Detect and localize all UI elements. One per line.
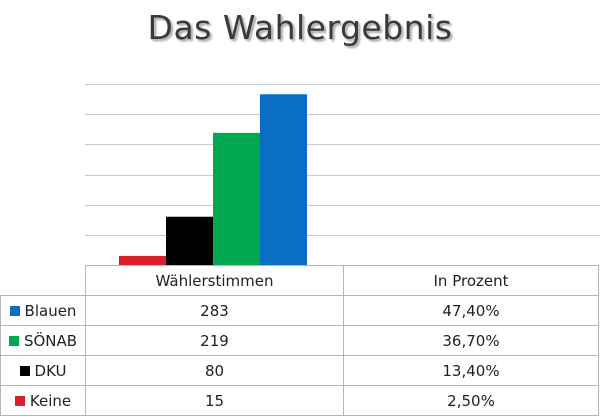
table-row: DKU 80 13,40%	[0, 355, 599, 386]
legend-swatch-dku	[19, 365, 30, 376]
table-row: SÖNAB 219 36,70%	[0, 325, 599, 356]
legend-swatch-blauen	[9, 305, 20, 316]
table-row: Keine 15 2,50%	[0, 385, 599, 416]
row-label: SÖNAB	[0, 325, 86, 356]
bar-keine	[119, 255, 166, 265]
bar-dku	[166, 216, 213, 265]
votes-cell: 15	[85, 385, 344, 416]
party-name: SÖNAB	[23, 331, 78, 350]
table-header-row: Wählerstimmen In Prozent	[0, 265, 599, 296]
legend-swatch-soenab	[8, 335, 19, 346]
legend-swatch-keine	[14, 395, 25, 406]
percent-cell: 36,70%	[343, 325, 599, 356]
party-name: Keine	[29, 391, 72, 410]
bars	[119, 94, 307, 265]
votes-cell: 219	[85, 325, 344, 356]
party-name: DKU	[34, 361, 67, 380]
bar-chart	[85, 84, 600, 265]
percent-cell: 2,50%	[343, 385, 599, 416]
bar-soenab	[213, 132, 260, 265]
row-label: Blauen	[0, 295, 86, 326]
votes-cell: 80	[85, 355, 344, 386]
chart-title: Das Wahlergebnis	[147, 8, 453, 47]
results-table: Wählerstimmen In Prozent Blauen 283 47,4…	[0, 265, 599, 416]
row-label: DKU	[0, 355, 86, 386]
votes-cell: 283	[85, 295, 344, 326]
bar-blauen	[260, 94, 307, 265]
table-corner	[0, 265, 86, 296]
row-label: Keine	[0, 385, 86, 416]
party-name: Blauen	[24, 301, 77, 320]
percent-column-header: In Prozent	[343, 265, 599, 296]
percent-cell: 13,40%	[343, 355, 599, 386]
table-row: Blauen 283 47,40%	[0, 295, 599, 326]
votes-column-header: Wählerstimmen	[85, 265, 344, 296]
gridlines	[85, 84, 600, 236]
percent-cell: 47,40%	[343, 295, 599, 326]
